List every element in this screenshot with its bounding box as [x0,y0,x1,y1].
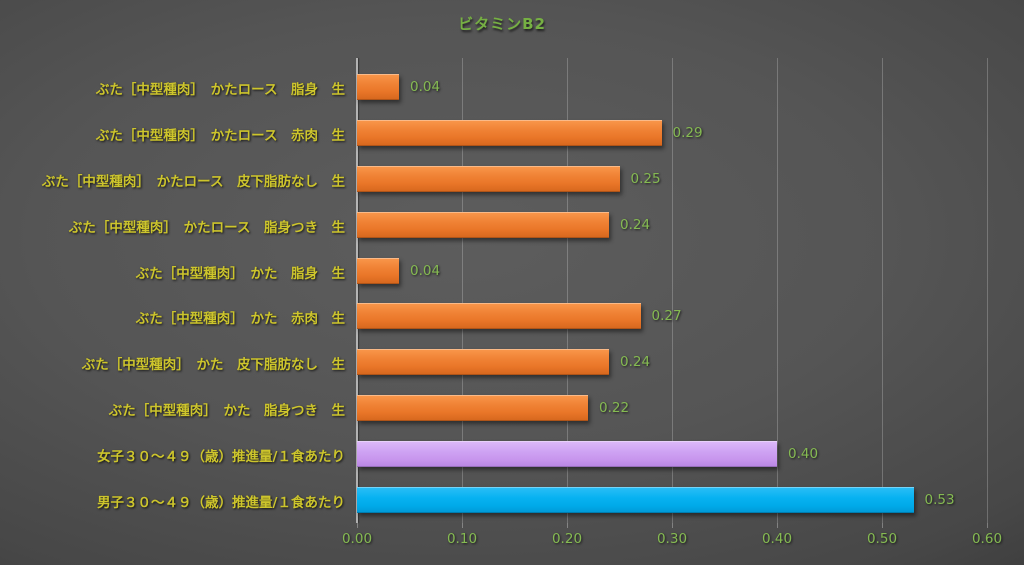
value-label: 0.04 [410,262,441,279]
axis-tick [567,523,568,528]
chart-title: ビタミンB2 [458,15,546,33]
bar[interactable] [357,73,399,100]
x-tick-label: 0.00 [341,531,373,547]
bar[interactable] [357,211,609,238]
gridline [567,58,568,523]
category-label: ぶた［中型種肉］ かた 脂身 生 [135,265,345,282]
bar[interactable] [357,487,914,514]
bar[interactable] [357,395,588,422]
bar[interactable] [357,349,609,376]
category-label: 男子３０～４９（歳）推進量/１食あたり [97,495,345,512]
gridline [462,58,463,523]
bar[interactable] [357,441,777,468]
plot-area: 0.04 0.29 0.25 0.24 0.04 0.27 0.24 0.22 0.40 0.53 [356,58,988,528]
category-label: ぶた［中型種肉］ かた 脂身つき 生 [108,403,345,420]
value-label: 0.53 [924,492,955,509]
category-label: ぶた［中型種肉］ かたロース 脂身つき 生 [68,219,345,236]
x-tick-label: 0.60 [971,531,1003,547]
gridline [987,58,988,523]
value-label: 0.24 [620,216,651,233]
value-label: 0.40 [788,446,819,463]
category-label: ぶた［中型種肉］ かた 赤肉 生 [135,311,345,328]
bar[interactable] [357,165,620,192]
category-label: ぶた［中型種肉］ かたロース 皮下脂肪なし 生 [41,173,345,190]
value-label: 0.04 [410,78,441,95]
category-label: 女子３０～４９（歳）推進量/１食あたり [97,449,345,466]
axis-tick [777,523,778,528]
x-tick-label: 0.20 [551,531,583,547]
axis-tick [462,523,463,528]
gridline [882,58,883,523]
axis-tick [882,523,883,528]
gridline [672,58,673,523]
value-axis-line [356,58,358,523]
axis-tick [987,523,988,528]
bar[interactable] [357,119,662,146]
value-label: 0.25 [630,170,661,187]
category-axis-labels: ぶた［中型種肉］ かたロース 脂身 生ぶた［中型種肉］ かたロース 赤肉 生ぶた… [0,64,345,523]
gridline [777,58,778,523]
x-tick-label: 0.10 [446,531,478,547]
axis-tick [672,523,673,528]
value-label: 0.22 [599,400,630,417]
value-label: 0.27 [651,308,682,325]
value-label: 0.24 [620,354,651,371]
axis-tick [357,523,358,528]
x-tick-label: 0.30 [656,531,688,547]
x-tick-label: 0.50 [866,531,898,547]
category-label: ぶた［中型種肉］ かた 皮下脂肪なし 生 [81,357,345,374]
category-label: ぶた［中型種肉］ かたロース 脂身 生 [95,81,345,98]
bar[interactable] [357,257,399,284]
bar[interactable] [357,303,641,330]
value-axis-labels: 0.00 0.10 0.20 0.30 0.40 0.50 0.60 [342,531,1002,551]
category-label: ぶた［中型種肉］ かたロース 赤肉 生 [95,127,345,144]
value-label: 0.29 [672,124,703,141]
x-tick-label: 0.40 [761,531,793,547]
